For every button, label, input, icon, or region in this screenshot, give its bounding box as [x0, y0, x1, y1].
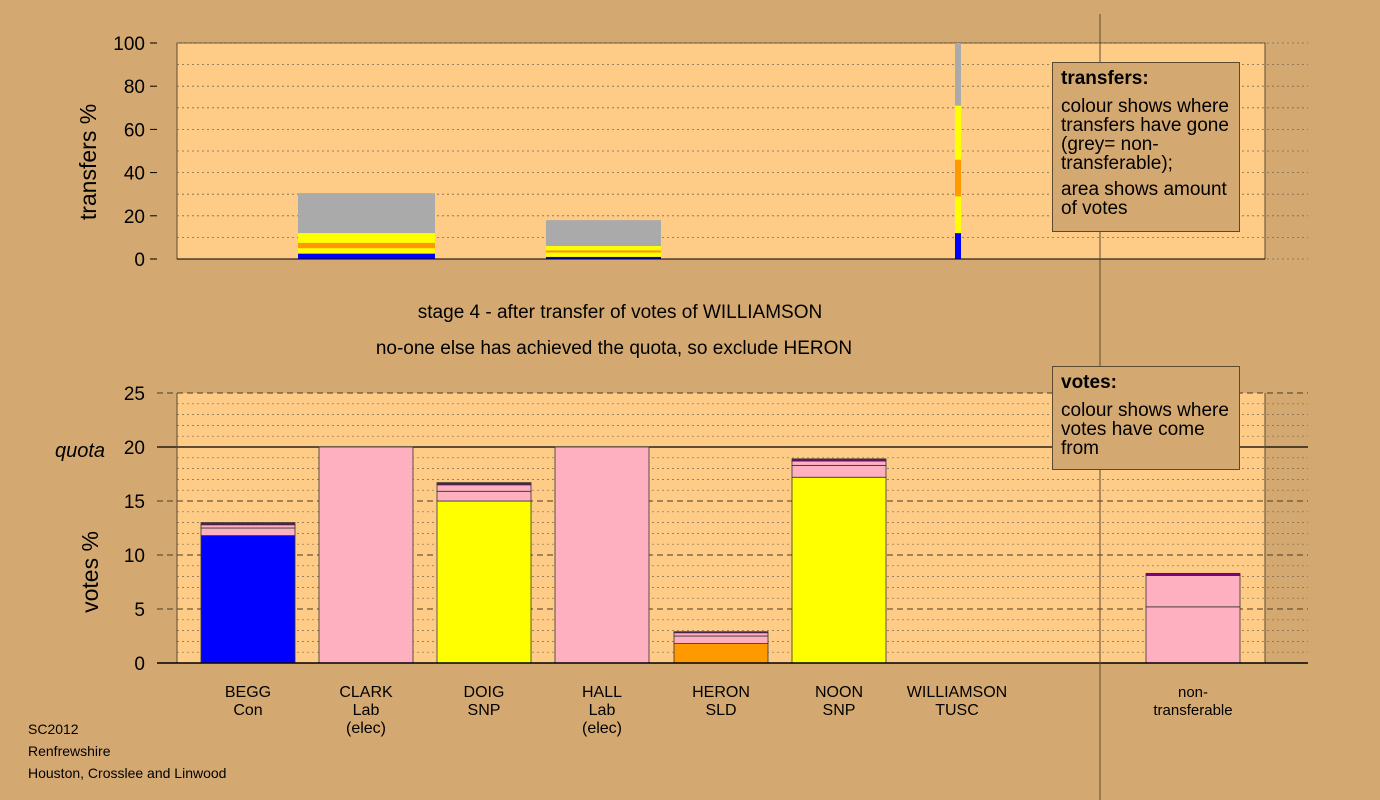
transfer-segment-clark — [298, 248, 435, 254]
candidate-label: Lab — [589, 702, 616, 719]
transfers-y-tick-label: 60 — [124, 120, 145, 141]
vote-segment-heron — [673, 643, 769, 664]
vote-segment-non — [1145, 572, 1241, 576]
transfers-y-tick-label: 20 — [124, 207, 145, 228]
footer-line-2: Renfrewshire — [28, 743, 111, 759]
candidate-label: DOIG — [464, 684, 505, 701]
vote-segment-noon — [791, 458, 887, 462]
votes-y-tick-label: 10 — [124, 546, 145, 567]
votes-y-ticks: 0 5 10 15 20 25 — [124, 384, 145, 675]
candidate-label: HALL — [582, 684, 622, 701]
votes-y-tick-label: 25 — [124, 384, 145, 405]
vote-segment-begg — [200, 535, 296, 664]
quota-label: quota — [55, 440, 105, 462]
vote-segment-heron — [673, 635, 769, 644]
candidate-label: HERON — [692, 684, 750, 701]
transfer-segment-williamson — [955, 233, 961, 259]
vote-segment-doig — [436, 484, 532, 492]
transfer-segment-clark — [298, 253, 435, 259]
votes-y-tick-label: 20 — [124, 438, 145, 459]
vote-segment-non — [1145, 575, 1241, 608]
legend-votes: votes: colour shows where votes have com… — [1052, 366, 1240, 470]
candidate-label: NOON — [815, 684, 863, 701]
candidate-label: transferable — [1153, 702, 1232, 719]
vote-segment-begg — [200, 527, 296, 536]
vote-segment-begg — [200, 522, 296, 526]
votes-x-labels: BEGGConCLARKLab(elec)DOIGSNPHALLLab(elec… — [225, 684, 1233, 737]
legend-transfers-title: transfers: — [1061, 68, 1149, 89]
candidate-label: TUSC — [935, 702, 979, 719]
votes-y-tick-label: 15 — [124, 492, 145, 513]
vote-segment-heron — [673, 631, 769, 634]
transfers-y-tick-label: 0 — [134, 250, 145, 271]
vote-segment-non — [1145, 606, 1241, 664]
vote-segment-noon — [791, 460, 887, 466]
transfer-segment-clark — [298, 193, 435, 234]
legend-transfers-text-2: area shows amount of votes — [1061, 179, 1227, 219]
votes-y-tick-label: 0 — [134, 654, 145, 675]
transfers-y-tick-label: 80 — [124, 77, 145, 98]
legend-votes-title: votes: — [1061, 372, 1117, 393]
legend-transfers-text-1: colour shows where transfers have gone (… — [1061, 96, 1229, 174]
transfer-segment-hall — [546, 252, 661, 257]
vote-segment-heron — [673, 632, 769, 637]
candidate-label: (elec) — [582, 720, 622, 737]
legend-votes-text-1: colour shows where votes have come from — [1061, 400, 1229, 459]
candidate-label: Con — [233, 702, 262, 719]
transfers-bars — [177, 43, 1265, 260]
vote-segment-doig — [436, 482, 532, 486]
votes-bars — [157, 446, 1308, 664]
candidate-label: Lab — [353, 702, 380, 719]
candidate-label: SNP — [468, 702, 501, 719]
transfers-y-axis-label: transfers % — [75, 104, 101, 220]
vote-segment-noon — [791, 476, 887, 664]
transfers-y-tick-label: 40 — [124, 164, 145, 185]
vote-segment-doig — [436, 500, 532, 664]
vote-segment-clark — [318, 446, 414, 664]
votes-y-tick-label: 5 — [134, 600, 145, 621]
candidate-label: WILLIAMSON — [907, 684, 1007, 701]
transfer-segment-williamson — [955, 159, 961, 197]
transfer-segment-clark — [298, 242, 435, 249]
transfer-segment-williamson — [955, 105, 961, 160]
legend-transfers: transfers: colour shows where transfers … — [1052, 62, 1240, 232]
stage-line-2: no-one else has achieved the quota, so e… — [376, 338, 852, 359]
vote-segment-doig — [436, 490, 532, 502]
candidate-label: non- — [1178, 684, 1208, 701]
footer-line-3: Houston, Crosslee and Linwood — [28, 765, 227, 781]
transfer-segment-williamson — [955, 196, 961, 234]
transfers-y-ticks: 0 20 40 60 80 100 — [113, 34, 157, 271]
candidate-label: BEGG — [225, 684, 271, 701]
transfer-segment-williamson — [955, 43, 961, 106]
vote-segment-hall — [554, 446, 650, 664]
transfer-segment-hall — [546, 220, 661, 247]
candidate-label: SNP — [823, 702, 856, 719]
transfer-segment-hall — [546, 256, 661, 259]
transfer-segment-hall — [546, 246, 661, 251]
transfers-y-tick-label: 100 — [113, 34, 145, 55]
stage-line-1: stage 4 - after transfer of votes of WIL… — [418, 302, 822, 323]
candidate-label: (elec) — [346, 720, 386, 737]
transfer-segment-clark — [298, 233, 435, 243]
vote-segment-begg — [200, 524, 296, 529]
transfer-segment-hall — [546, 250, 661, 253]
candidate-label: CLARK — [339, 684, 393, 701]
vote-segment-noon — [791, 464, 887, 478]
votes-y-axis-label: votes % — [77, 531, 103, 613]
footer-line-1: SC2012 — [28, 721, 79, 737]
candidate-label: SLD — [705, 702, 736, 719]
